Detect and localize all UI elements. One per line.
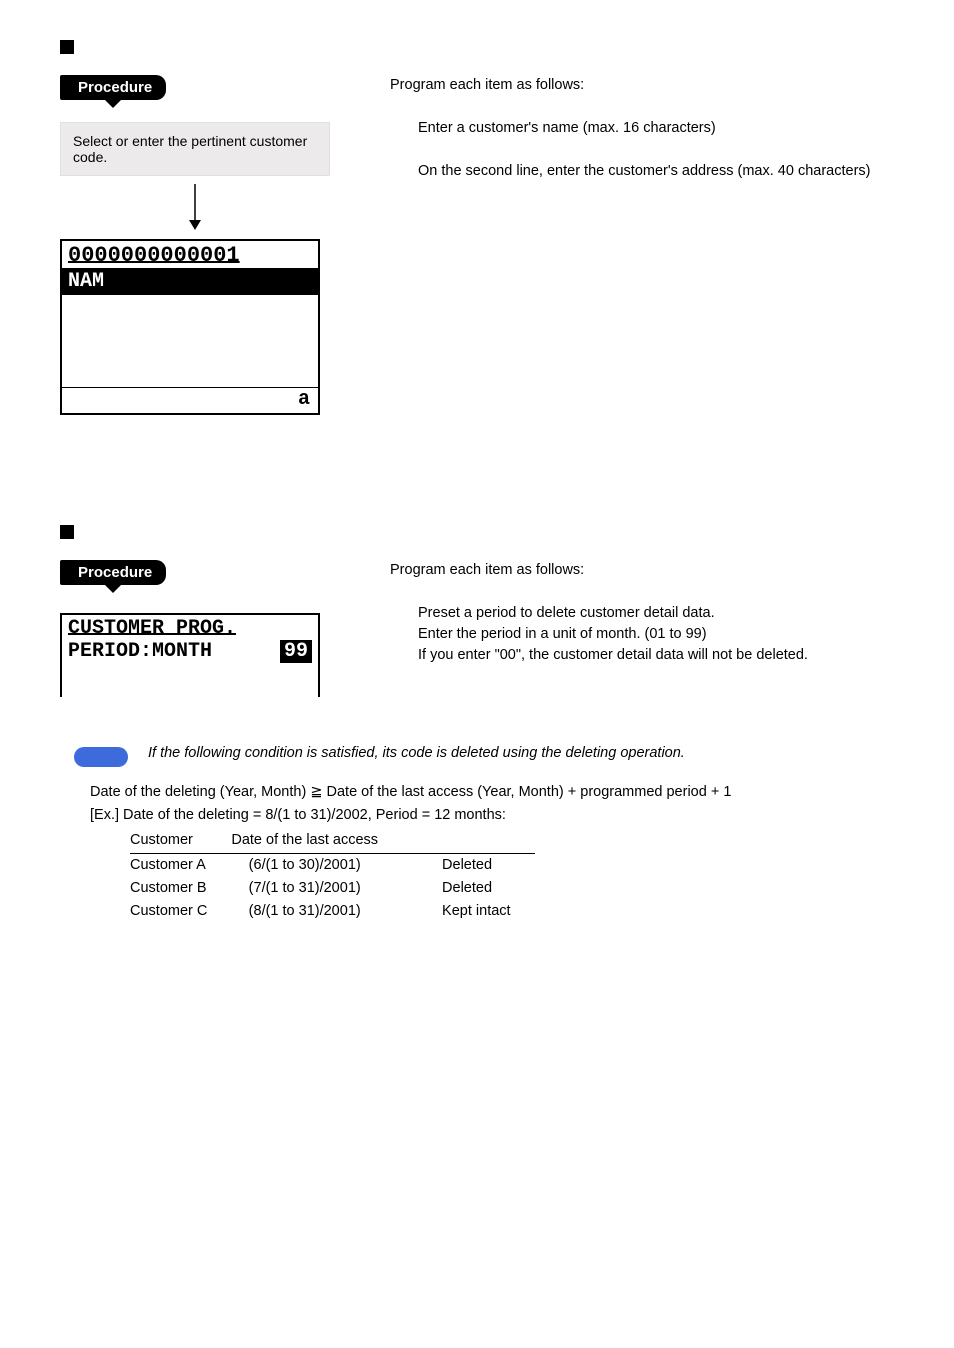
bullet-line: Preset a period to delete customer detai… (418, 603, 894, 624)
cell-result: Deleted (402, 853, 535, 877)
lcd-black-row: NAM (62, 268, 318, 295)
example-line: [Ex.] Date of the deleting = 8/(1 to 31)… (90, 804, 894, 827)
intro-text: Program each item as follows: (390, 560, 894, 581)
section-2-right: Program each item as follows: Preset a p… (390, 560, 894, 666)
section-1-row: Procedure Select or enter the pertinent … (60, 75, 894, 415)
section-marker (60, 525, 74, 539)
table-row: Customer A (6/(1 to 30)/2001) Deleted (130, 853, 535, 877)
name-instruction: Enter a customer's name (max. 16 charact… (418, 118, 894, 139)
col-date-header: Date of the last access (231, 829, 402, 853)
lcd-period-value: 99 (280, 640, 312, 663)
section-marker (60, 40, 74, 54)
note-text: If the following condition is satisfied,… (148, 745, 685, 761)
cell-result: Kept intact (402, 900, 535, 923)
table-header-row: Customer Date of the last access (130, 829, 535, 853)
lcd-display-2: CUSTOMER PROG. PERIOD:MONTH 99 (60, 613, 320, 697)
example-block: Date of the deleting (Year, Month) ≧ Dat… (90, 781, 894, 923)
table-row: Customer B (7/(1 to 31)/2001) Deleted (130, 877, 535, 900)
lcd-top-line: 0000000000001 (62, 241, 318, 268)
procedure-badge: Procedure (60, 560, 166, 585)
lcd-period-label: PERIOD:MONTH (68, 640, 212, 663)
bullet-line: Enter the period in a unit of month. (01… (418, 624, 894, 645)
lcd-body (62, 663, 318, 697)
section-1-left: Procedure Select or enter the pertinent … (60, 75, 330, 415)
lcd-display-1: 0000000000001 NAM a (60, 239, 320, 415)
cell-date: (6/(1 to 30)/2001) (231, 853, 402, 877)
note-badge (74, 747, 128, 767)
cell-customer: Customer B (130, 877, 231, 900)
cell-customer: Customer A (130, 853, 231, 877)
lcd-body (62, 295, 318, 387)
lcd-period-row: PERIOD:MONTH 99 (62, 640, 318, 663)
lcd-footer: a (62, 387, 318, 413)
col-result-header (402, 829, 535, 853)
procedure-badge: Procedure (60, 75, 166, 100)
section-2-row: Procedure CUSTOMER PROG. PERIOD:MONTH 99… (60, 560, 894, 697)
bullet-line: If you enter "00", the customer detail d… (418, 645, 894, 666)
condition-line: Date of the deleting (Year, Month) ≧ Dat… (90, 781, 894, 804)
note-row: If the following condition is satisfied,… (60, 745, 894, 767)
section-1-right: Program each item as follows: Enter a cu… (390, 75, 894, 204)
section-2-left: Procedure CUSTOMER PROG. PERIOD:MONTH 99 (60, 560, 330, 697)
instruction-box: Select or enter the pertinent customer c… (60, 122, 330, 176)
cell-customer: Customer C (130, 900, 231, 923)
cell-date: (7/(1 to 31)/2001) (231, 877, 402, 900)
period-bullets: Preset a period to delete customer detai… (418, 603, 894, 666)
example-table: Customer Date of the last access Custome… (130, 829, 535, 923)
arrow-down-icon (60, 184, 330, 233)
lcd-title: CUSTOMER PROG. (62, 615, 318, 640)
intro-text: Program each item as follows: (390, 75, 894, 96)
table-row: Customer C (8/(1 to 31)/2001) Kept intac… (130, 900, 535, 923)
cell-date: (8/(1 to 31)/2001) (231, 900, 402, 923)
address-instruction: On the second line, enter the customer's… (418, 161, 894, 182)
lcd-black-label: NAM (68, 270, 104, 293)
cell-result: Deleted (402, 877, 535, 900)
col-customer-header: Customer (130, 829, 231, 853)
